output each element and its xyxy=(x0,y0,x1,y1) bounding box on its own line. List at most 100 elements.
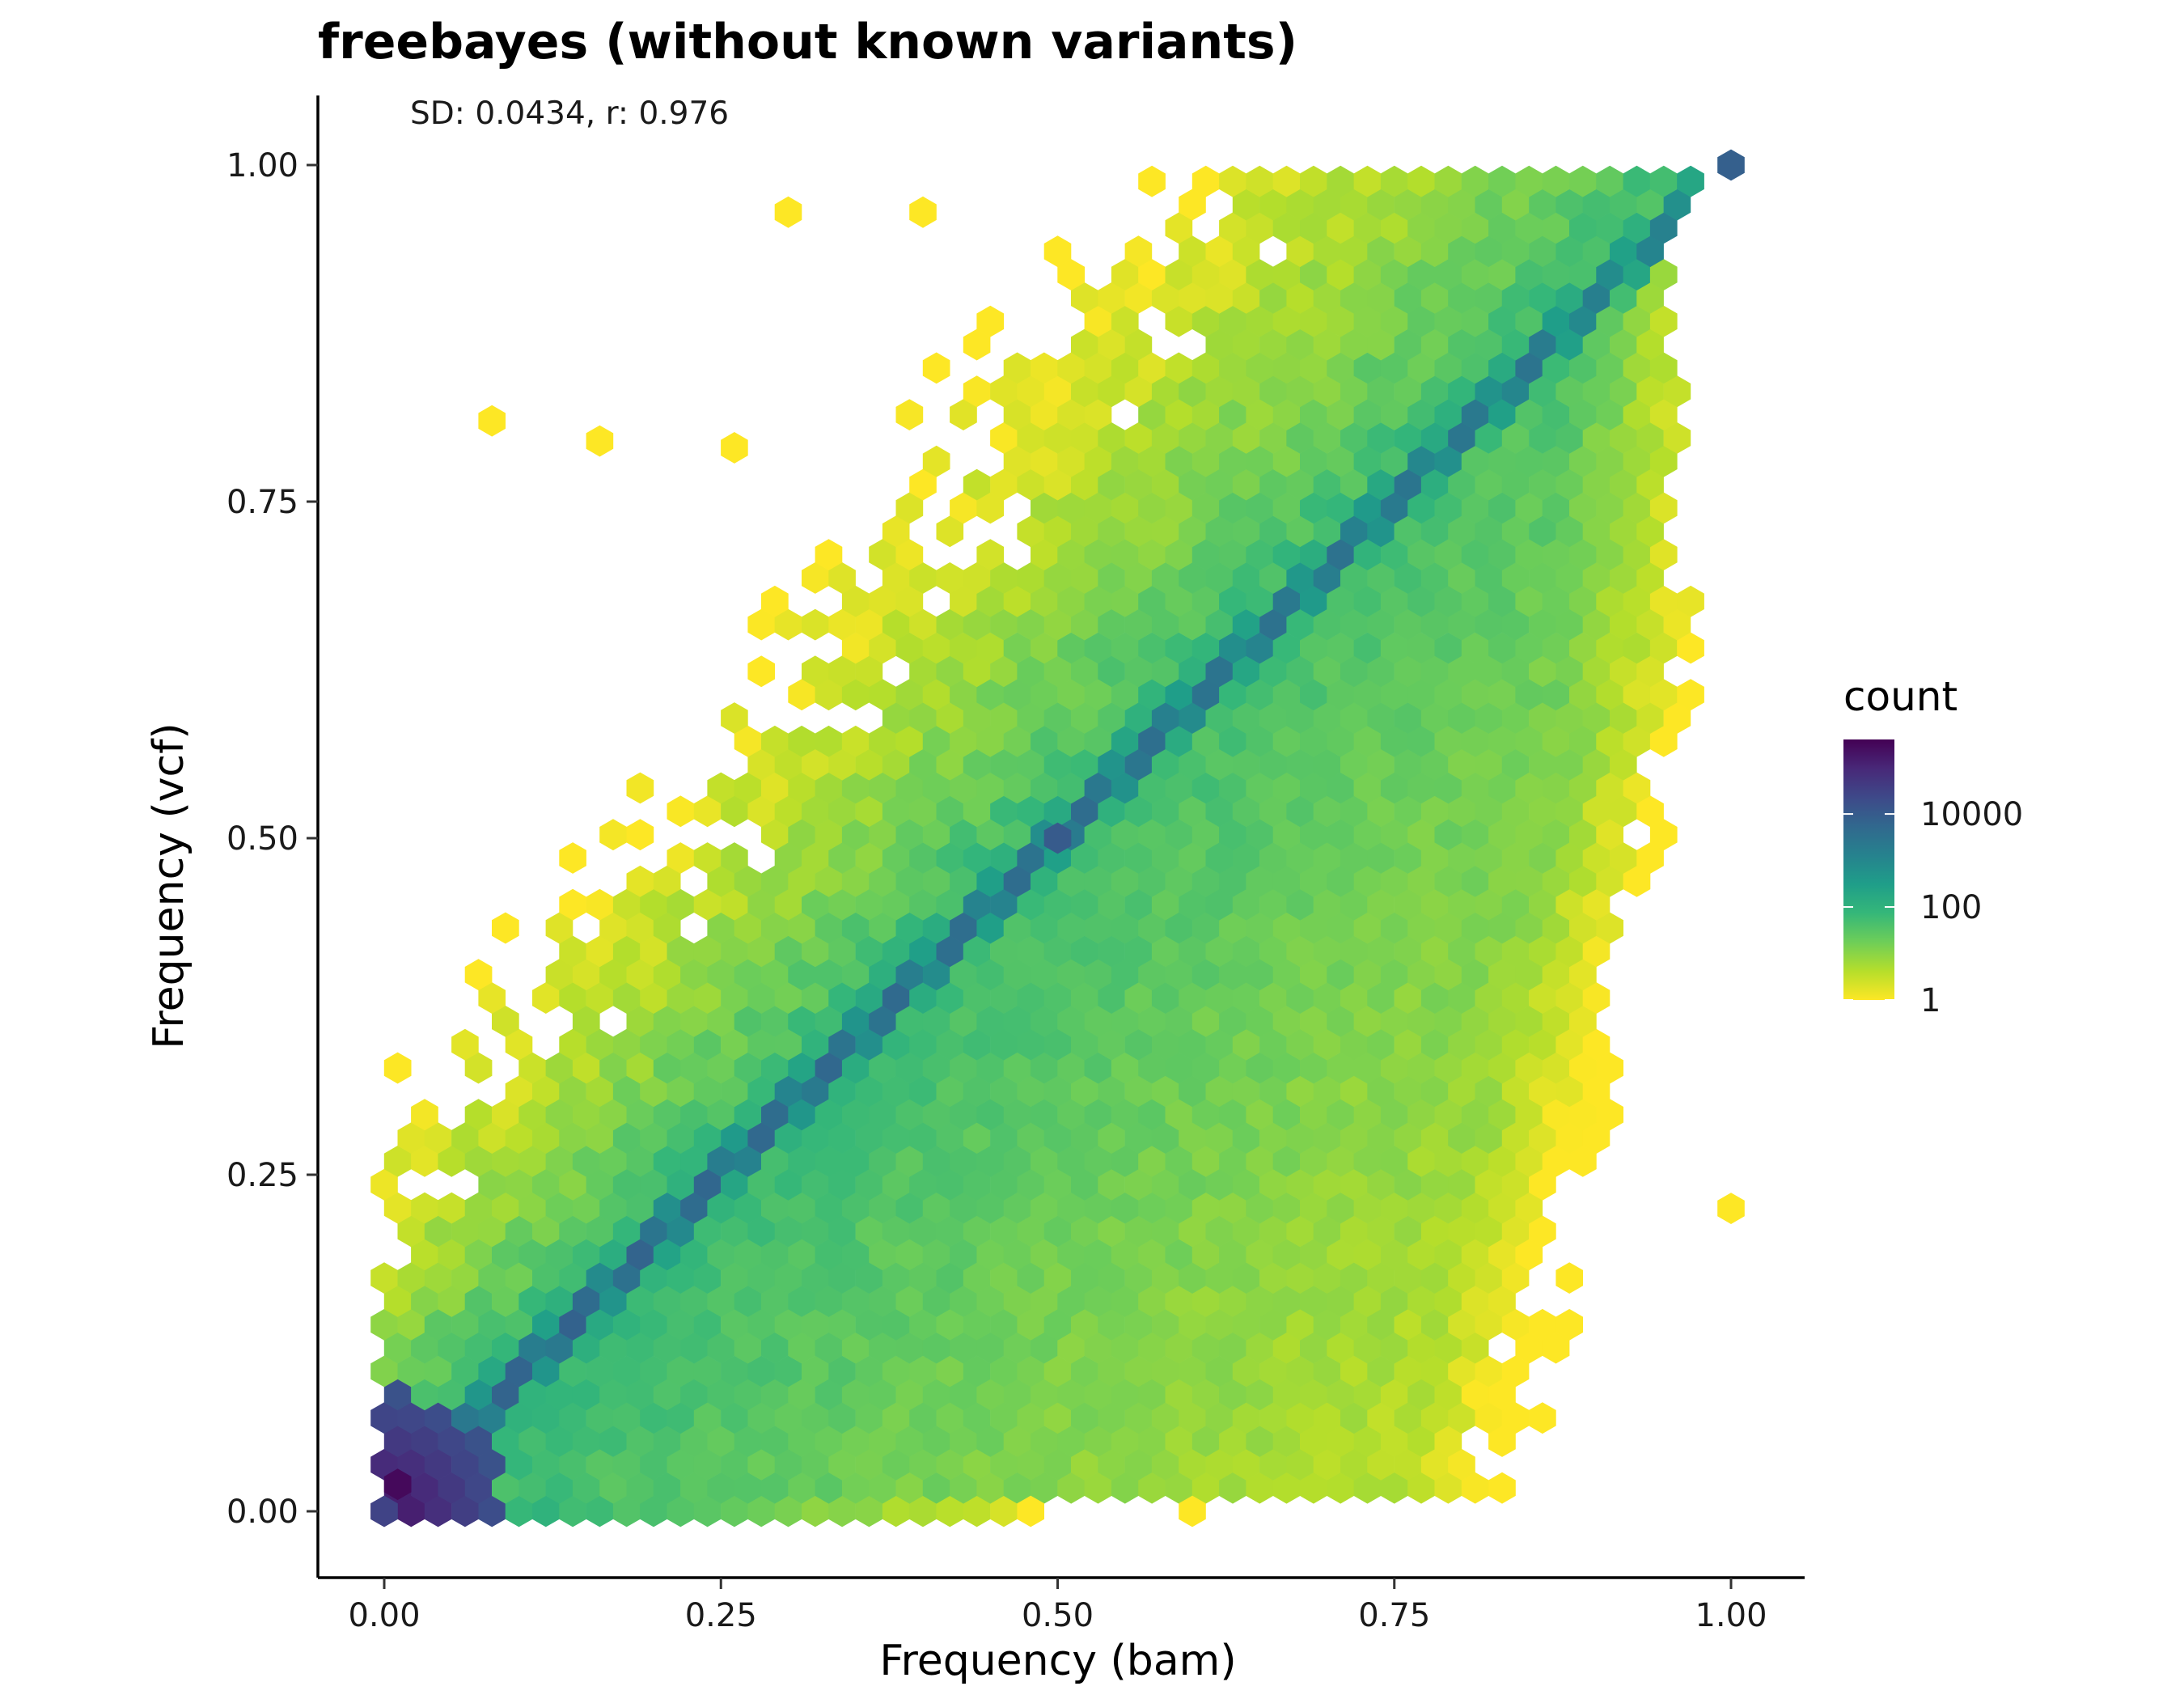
hex-bin xyxy=(1367,748,1395,781)
hex-bin xyxy=(1138,679,1166,711)
hex-bin xyxy=(1165,865,1193,897)
hex-bin xyxy=(1340,982,1368,1014)
hex-bin xyxy=(761,959,789,991)
hex-bin xyxy=(1394,328,1422,361)
hex-bin xyxy=(640,1215,667,1248)
hex-bin xyxy=(869,1052,896,1084)
hex-bin xyxy=(1272,399,1301,430)
hex-bin xyxy=(1596,725,1623,757)
hex-bin xyxy=(747,1028,775,1061)
hex-bin xyxy=(1259,1308,1287,1341)
hex-bin xyxy=(1151,702,1179,734)
hex-bin xyxy=(1353,259,1382,290)
hex-bin xyxy=(370,1402,398,1434)
hex-bin xyxy=(559,1168,586,1201)
hex-bin xyxy=(1461,212,1489,244)
hex-bin xyxy=(1246,165,1274,197)
hex-bin xyxy=(869,632,896,664)
hex-bin xyxy=(1529,748,1556,781)
hex-bin xyxy=(1098,795,1125,828)
hex-bin xyxy=(788,1146,815,1177)
hex-bin xyxy=(1555,1028,1583,1061)
hex-bin xyxy=(1286,702,1314,734)
hex-bin xyxy=(1300,352,1327,384)
hex-bin xyxy=(1138,492,1166,524)
hex-bin xyxy=(1259,702,1287,734)
hex-bin xyxy=(1057,585,1085,617)
hex-bin xyxy=(1286,1075,1314,1108)
hex-bin xyxy=(1582,748,1610,781)
hex-bin xyxy=(1205,328,1234,361)
hex-bin xyxy=(532,1215,560,1248)
hex-bin xyxy=(1124,795,1153,828)
hex-bin xyxy=(747,655,775,688)
hex-bin xyxy=(1191,539,1220,570)
hex-bin xyxy=(1461,165,1489,197)
hex-bin xyxy=(1124,982,1153,1014)
hex-bin xyxy=(1098,1355,1125,1388)
hex-bin xyxy=(990,1028,1018,1061)
hex-bin xyxy=(1272,725,1301,757)
hex-bin xyxy=(815,819,843,851)
hex-bin xyxy=(1380,679,1408,711)
hex-bin xyxy=(1340,328,1368,361)
hex-bin xyxy=(1071,1122,1098,1154)
hex-bin xyxy=(895,1192,924,1224)
hex-bin xyxy=(747,1355,775,1388)
hex-bin xyxy=(788,1052,815,1084)
hex-bin xyxy=(1179,888,1206,921)
hex-bin xyxy=(640,1355,667,1388)
hex-bin xyxy=(802,1122,829,1154)
hex-bin xyxy=(1649,259,1678,290)
hex-bin xyxy=(1434,1052,1462,1084)
hex-bin xyxy=(1071,282,1098,314)
hex-bin xyxy=(1380,1286,1408,1317)
hex-bin xyxy=(1582,1075,1610,1108)
hex-bin xyxy=(1623,865,1651,897)
hex-bin xyxy=(1367,1448,1395,1481)
hex-bin xyxy=(869,1239,896,1271)
hex-bin xyxy=(1610,422,1637,454)
hex-bin xyxy=(1003,1379,1031,1411)
hex-bin xyxy=(950,819,977,851)
hex-bin xyxy=(1420,748,1449,781)
hex-bin xyxy=(909,982,937,1014)
hex-bin xyxy=(1017,562,1044,594)
hex-bin xyxy=(1191,1192,1220,1224)
hex-bin xyxy=(1043,1168,1072,1201)
hex-bin xyxy=(1259,655,1287,688)
hex-bin xyxy=(1165,679,1193,711)
hex-bin xyxy=(1111,492,1139,524)
hex-bin xyxy=(1501,375,1530,408)
hex-bin xyxy=(1124,328,1153,361)
hex-bin xyxy=(383,1052,412,1084)
hex-bin xyxy=(1071,982,1098,1014)
hex-bin xyxy=(1475,1028,1503,1061)
hex-bin xyxy=(612,1262,641,1294)
hex-bin xyxy=(1057,632,1085,664)
hex-bin xyxy=(1031,1379,1058,1411)
hex-bin xyxy=(612,1308,641,1341)
hex-bin xyxy=(963,842,991,874)
hex-bin xyxy=(478,1402,506,1434)
hex-bin xyxy=(1663,702,1691,734)
hex-bin xyxy=(761,865,789,897)
hex-bin xyxy=(586,1168,614,1201)
hex-bin xyxy=(572,1146,600,1177)
hex-bin xyxy=(1596,819,1623,851)
hex-bin xyxy=(1394,1075,1422,1108)
hex-bin xyxy=(424,1355,452,1388)
hex-bin xyxy=(1124,608,1153,641)
hex-bin xyxy=(1017,375,1044,408)
hex-bin xyxy=(599,912,627,944)
hex-bin xyxy=(1367,1028,1395,1061)
hex-bin xyxy=(1461,585,1489,617)
hex-bin xyxy=(828,1448,856,1481)
hex-bin xyxy=(1232,515,1260,548)
hex-bin xyxy=(1191,632,1220,664)
hex-bin xyxy=(1191,1099,1220,1131)
hex-bin xyxy=(1555,702,1583,734)
hex-bin xyxy=(559,935,586,968)
hex-bin xyxy=(1488,819,1516,851)
hex-bin xyxy=(1111,585,1139,617)
